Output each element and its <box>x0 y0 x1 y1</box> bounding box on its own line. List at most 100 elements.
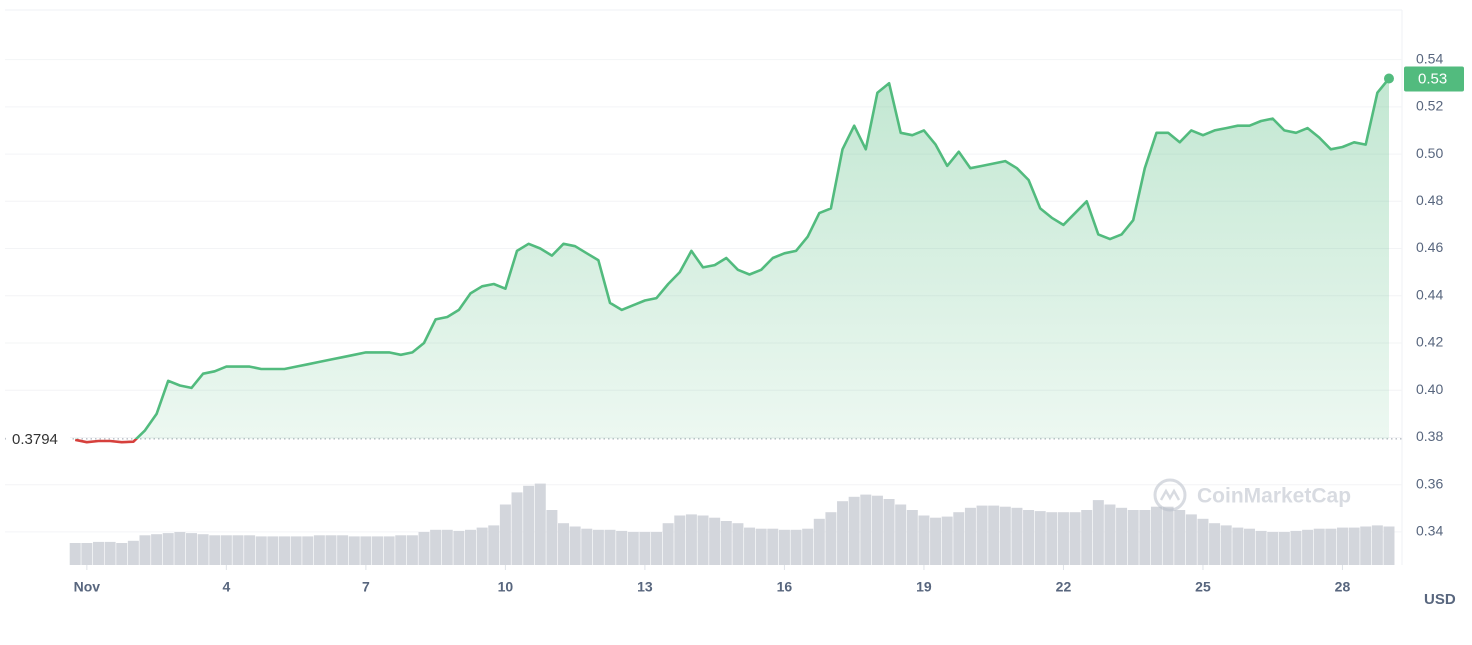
volume-bar <box>255 536 267 565</box>
volume-bar <box>476 527 488 565</box>
volume-bar <box>1290 530 1302 565</box>
volume-bar <box>92 541 104 565</box>
volume-bar <box>697 515 709 565</box>
volume-bar <box>639 532 651 565</box>
volume-bar <box>592 529 604 565</box>
volume-bar <box>127 540 139 565</box>
volume-bar <box>465 529 477 565</box>
volume-bar <box>81 543 93 565</box>
volume-bar <box>906 510 918 565</box>
volume-bar <box>953 512 965 565</box>
watermark-logo <box>1153 478 1187 512</box>
baseline-label: 0.3794 <box>12 431 58 448</box>
y-tick-label: 0.48 <box>1416 192 1443 208</box>
volume-bar <box>1267 532 1279 565</box>
volume-bar <box>1220 525 1232 565</box>
volume-bar <box>220 535 232 565</box>
volume-bar <box>581 528 593 565</box>
volume-bar <box>1360 526 1372 565</box>
volume-bar <box>1232 527 1244 565</box>
volume-bar <box>1255 530 1267 565</box>
volume-bar <box>302 536 314 565</box>
volume-bar <box>871 495 883 565</box>
volume-bar <box>1209 523 1221 565</box>
x-tick-label: 28 <box>1335 579 1351 595</box>
watermark: CoinMarketCap <box>1197 485 1351 508</box>
volume-bar <box>918 515 930 565</box>
y-tick-label: 0.34 <box>1416 523 1443 539</box>
volume-bar <box>1023 510 1035 565</box>
volume-bar <box>69 543 81 565</box>
volume-bar <box>511 492 523 565</box>
volume-bar <box>767 528 779 565</box>
volume-bar <box>744 527 756 565</box>
volume-bar <box>685 514 697 565</box>
volume-bar <box>395 535 407 565</box>
volume-bar <box>360 536 372 565</box>
y-tick-label: 0.44 <box>1416 286 1443 302</box>
volume-bar <box>185 533 197 565</box>
volume-bar <box>662 523 674 565</box>
volume-bar <box>999 506 1011 565</box>
volume-bar <box>813 518 825 565</box>
x-tick-label: 13 <box>637 579 653 595</box>
volume-bar <box>1278 532 1290 565</box>
volume-bar <box>709 517 721 565</box>
y-tick-label: 0.46 <box>1416 239 1443 255</box>
last-value-label: 0.53 <box>1418 70 1447 87</box>
volume-bar <box>162 533 174 565</box>
volume-bar <box>1348 527 1360 565</box>
volume-bar <box>499 504 511 565</box>
volume-bar <box>1127 510 1139 565</box>
volume-bar <box>1185 514 1197 565</box>
volume-bar <box>860 494 872 565</box>
y-tick-label: 0.54 <box>1416 50 1443 66</box>
last-value-badge <box>1404 66 1464 92</box>
volume-bar <box>616 530 628 565</box>
x-tick-label: 7 <box>362 579 370 595</box>
last-point <box>1383 73 1394 84</box>
volume-bar <box>1104 504 1116 565</box>
watermark-logo-mark <box>1159 488 1181 501</box>
volume-bar <box>546 510 558 565</box>
y-tick-label: 0.42 <box>1416 334 1443 350</box>
x-tick-label: 4 <box>222 579 230 595</box>
y-tick-label: 0.38 <box>1416 428 1443 444</box>
volume-bar <box>290 536 302 565</box>
volume-bar <box>651 532 663 565</box>
volume-bar <box>1243 528 1255 565</box>
volume-bar <box>1302 529 1314 565</box>
volume-bar <box>267 536 279 565</box>
volume-bar <box>569 526 581 565</box>
volume-bar <box>1116 507 1128 565</box>
volume-bar <box>732 523 744 565</box>
volume-bar <box>1034 511 1046 565</box>
volume-bar <box>453 530 465 565</box>
volume-bar <box>534 483 546 565</box>
volume-bar <box>151 534 163 565</box>
volume-bar <box>383 536 395 565</box>
volume-bar <box>174 532 186 565</box>
volume-bar <box>825 512 837 565</box>
volume-bar <box>1174 510 1186 565</box>
volume-bar <box>1150 506 1162 565</box>
x-tick-label: 25 <box>1195 579 1211 595</box>
volume-bar <box>278 536 290 565</box>
volume-bar <box>941 516 953 565</box>
x-tick-label: Nov <box>74 579 101 595</box>
volume-bar <box>964 507 976 565</box>
x-tick-label: 16 <box>777 579 793 595</box>
volume-bar <box>1069 512 1081 565</box>
volume-bar <box>790 529 802 565</box>
volume-bar <box>930 517 942 565</box>
volume-bar <box>139 535 151 565</box>
volume-bar <box>720 521 732 565</box>
volume-bar <box>604 529 616 565</box>
x-tick-label: 22 <box>1056 579 1072 595</box>
volume-bar <box>244 535 256 565</box>
volume-bar <box>674 515 686 565</box>
volume-bar <box>1336 527 1348 565</box>
volume-bar <box>313 535 325 565</box>
